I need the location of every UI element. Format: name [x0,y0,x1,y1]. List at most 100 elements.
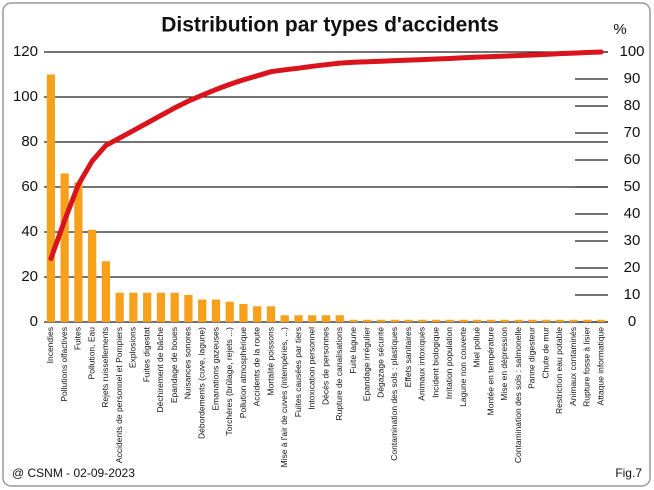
bar [321,315,331,322]
bar [101,261,111,322]
x-tick-label: Incendies [45,327,55,363]
x-tick-label: Irritation population [444,327,454,400]
bar [308,315,317,322]
x-tick-label: Mise à l'air de cuves (intempéries, ...) [279,327,289,468]
x-tick-label: Rupture fosse à lisier [582,327,592,407]
bar [115,292,124,322]
bar [418,319,427,322]
x-tick-label: Animaux contaminés [568,327,578,406]
bar [459,319,468,322]
x-tick-label: Explosions [128,327,138,368]
chart-title: Distribution par types d'accidents [161,14,499,37]
bar [349,319,358,322]
bar [583,319,592,322]
x-tick-label: Rupture de canalisations [334,327,344,421]
x-tick-label: Décès de personnes [320,327,330,405]
x-tick-label: Incident biologique [430,327,440,398]
y-tick-label: 60 [21,178,38,195]
bar [473,319,482,322]
bar [569,319,578,322]
bar [445,319,454,322]
footer-right: Fig.7 [615,466,642,480]
bar [555,319,564,322]
bar [184,295,193,322]
y2-tick-label: 40 [624,205,641,222]
bar [46,74,56,322]
bar [280,315,289,322]
x-tick-label: Pollutions olfactives [59,327,69,402]
y-tick-label: 120 [13,43,38,60]
y-tick-label: 100 [13,88,38,105]
x-tick-label: Chute de mur [540,327,550,379]
x-tick-label: Torchères (brûlage, rejets ...) [224,327,234,436]
bar [74,182,83,322]
x-tick-label: Fuites digestat [141,326,151,382]
bar [404,319,413,322]
x-tick-label: Panne digesteur [527,327,537,389]
x-tick-label: Rejets ruissellements [100,327,110,408]
x-tick-label: Restriction eau potable [554,327,564,414]
x-tick-label: Débordements (cuve, lagune) [196,327,206,439]
x-tick-label: Mise en dépression [499,327,509,401]
x-tick-label: Fuite lagune [348,327,358,374]
x-tick-label: Epandage de boues [169,327,179,403]
x-tick-label: Intoxication personnel [306,327,316,410]
cumulative-line [48,49,604,262]
bar [363,319,372,322]
y2-axis-label: % [613,21,626,38]
x-tick-label: Lagune non couverte [458,327,468,407]
x-tick-label: Déchirement de bâche [155,327,165,413]
bar [88,229,97,322]
bar [294,315,303,322]
x-tick-label: Nuisances sonores [183,327,193,399]
x-tick-label: Pollution atmosphérique [238,327,248,418]
bar [514,319,523,322]
y2-tick-label: 0 [628,313,636,330]
bar [198,299,207,322]
bar [170,292,179,322]
bar [431,319,441,322]
bar [500,319,509,322]
x-tick-label: Animaux intoxiqués [417,327,427,401]
bar [376,319,386,322]
x-tick-label: Fuites [73,327,83,350]
y-tick-label: 80 [21,133,38,150]
bar [266,306,276,322]
y2-tick-label: 20 [624,259,641,276]
x-tick-label: Contamination des sols : salmonelle [513,327,523,463]
x-tick-label: Dégazage sécurité [375,327,385,398]
bar [335,315,344,322]
x-tick-label: Contamination des sols : plastiques [389,327,399,461]
bar [528,319,537,322]
bar [143,292,152,322]
x-tick-label: Pollution, Eau [86,327,96,380]
x-tick-label: Montée en température [485,327,495,416]
bar [253,306,262,322]
bar [390,319,399,322]
bar [60,173,69,322]
y2-tick-label: 50 [624,178,641,195]
x-tick-label: Emanations gazeuses [210,327,220,411]
y2-tick-label: 30 [624,232,641,249]
y2-tick-label: 70 [624,124,641,141]
footer-left: @ CSNM - 02-09-2023 [12,466,135,480]
bar [129,292,138,322]
y-tick-label: 20 [21,268,38,285]
x-tick-label: Accidents de personnel et Pompiers [114,327,124,463]
x-tick-label: Miel pollué [472,327,482,368]
bar [486,319,496,322]
x-tick-label: Effets sanitaires [403,327,413,387]
y2-tick-label: 10 [624,286,641,303]
bar [156,292,166,322]
y2-tick-label: 80 [624,97,641,114]
x-tick-label: Fuites causées par tiers [293,327,303,417]
x-tick-label: Epandage irrégulier [362,327,372,401]
y-tick-label: 40 [21,223,38,240]
bar [225,301,234,322]
y2-tick-label: 100 [619,43,644,60]
bar [596,319,606,322]
y2-tick-label: 90 [624,70,641,87]
bar [239,304,248,322]
